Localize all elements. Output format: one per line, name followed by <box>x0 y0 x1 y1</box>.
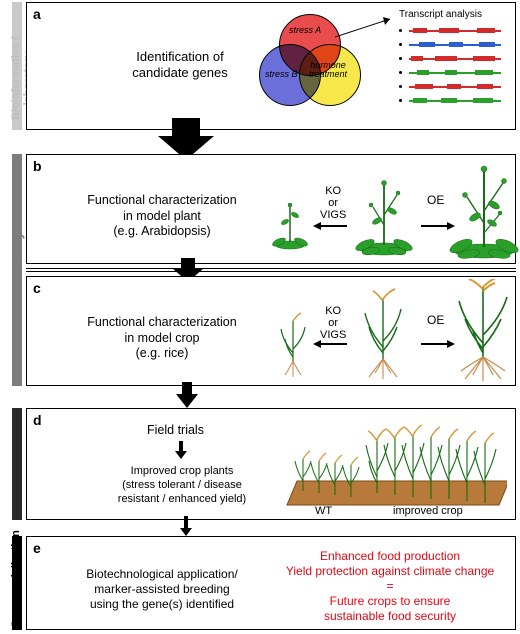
panel-d: d Field trials Improved crop plants (str… <box>26 408 516 520</box>
venn-hormone-label: hormone treatment <box>309 61 347 79</box>
panel-e-main: Biotechnological application/ marker-ass… <box>67 567 257 612</box>
transcript-region <box>399 25 509 105</box>
panel-c: c Functional characterization in model c… <box>26 276 516 386</box>
sidebar-d-label: Field <box>10 448 25 478</box>
panel-c-letter: c <box>33 280 41 296</box>
venn-stress-a-label: stress A <box>289 25 321 35</box>
panel-c-ko-label: KO or VIGS <box>320 305 346 341</box>
panel-d-sub: Improved crop plants (stress tolerant / … <box>97 465 267 506</box>
panel-d-letter: d <box>33 412 42 428</box>
panel-b-letter: b <box>33 158 42 174</box>
flow-arrow-de <box>180 516 192 538</box>
arabidopsis-medium <box>349 171 419 261</box>
arabidopsis-small <box>265 187 315 257</box>
panel-c-arrow-left <box>313 339 347 349</box>
rice-medium <box>353 287 413 385</box>
venn-arrow <box>335 15 405 45</box>
panel-e: e Biotechnological application/ marker-a… <box>26 536 516 630</box>
panel-a-letter: a <box>33 6 41 22</box>
sidebar-e-label: Commercialization <box>10 530 22 628</box>
flow-arrow-cd <box>176 382 198 410</box>
panel-d-improved: improved crop <box>393 505 463 517</box>
panel-e-outcome: Enhanced food production Yield protectio… <box>275 549 505 624</box>
bc-divider <box>26 268 516 272</box>
sidebar-bc-label: Laboratory <box>10 232 25 300</box>
field-illustration <box>277 415 507 515</box>
panel-b-oe-label: OE <box>427 193 444 207</box>
panel-e-letter: e <box>33 540 41 556</box>
arabidopsis-large <box>445 161 520 263</box>
panel-d-inner-arrow <box>175 441 187 461</box>
panel-d-title: Field trials <box>147 423 204 439</box>
panel-b-main: Functional characterization in model pla… <box>67 193 257 240</box>
transcript-title: Transcript analysis <box>399 9 482 20</box>
panel-b-ko-label: KO or VIGS <box>320 185 346 221</box>
panel-c-main: Functional characterization in model cro… <box>67 315 257 362</box>
rice-large <box>449 279 517 385</box>
rice-small <box>271 305 315 383</box>
panel-c-oe-label: OE <box>427 313 444 327</box>
venn-stress-b-label: stress B <box>265 69 298 79</box>
panel-d-wt: WT <box>315 505 332 517</box>
panel-a-main: Identification of candidate genes <box>105 49 255 82</box>
panel-b: b Functional characterization in model p… <box>26 154 516 264</box>
panel-a: a Identification of candidate genes stre… <box>26 2 516 130</box>
panel-b-arrow-left <box>313 221 347 231</box>
